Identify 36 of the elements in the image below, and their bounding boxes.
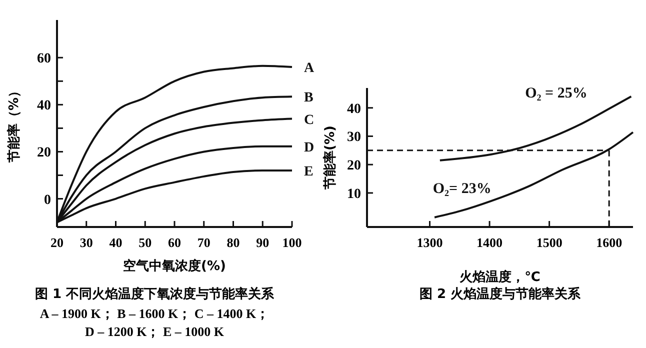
series-label: A <box>304 61 315 76</box>
x-tick-label: 40 <box>109 235 122 250</box>
x-tick-label: 30 <box>80 235 93 250</box>
y-axis-title: 节能率(%) <box>322 126 338 190</box>
text: 图 2 火焰温度与节能率关系 <box>419 286 582 302</box>
y-tick-label: 40 <box>347 102 361 117</box>
x-tick-label: 80 <box>226 235 240 250</box>
series-label: O₂ = 25% <box>525 86 588 102</box>
series-label: B <box>304 90 314 106</box>
y-tick-label: 20 <box>37 146 51 161</box>
x-tick-label: 100 <box>282 235 302 250</box>
x-tick-label: 70 <box>197 235 210 250</box>
text: 图 1 不同火焰温度下氧浓度与节能率关系 <box>34 286 276 302</box>
text: A – 1900 K； B – 1600 K； C – 1400 K； <box>40 306 270 321</box>
series-label: O₂= 23% <box>432 180 492 197</box>
series-label: C <box>304 112 314 128</box>
x-tick-label: 1400 <box>476 235 503 250</box>
y-tick-label: 40 <box>37 98 51 114</box>
series-label: D <box>304 140 314 156</box>
series-label: E <box>304 164 314 180</box>
x-axis-title: 火焰温度，℃ <box>458 269 540 285</box>
y-axis-title: 节能率（%） <box>6 84 22 164</box>
y-tick-label: 30 <box>347 130 361 146</box>
x-axis-title: 空气中氧浓度(%) <box>123 258 226 274</box>
x-tick-label: 1600 <box>596 235 622 250</box>
x-tick-label: 60 <box>168 235 181 250</box>
y-tick-label: 10 <box>347 186 361 202</box>
x-tick-label: 90 <box>256 235 270 250</box>
x-tick-label: 1500 <box>536 235 562 250</box>
y-tick-label: 0 <box>44 192 51 208</box>
x-tick-label: 50 <box>138 235 152 250</box>
y-tick-label: 60 <box>37 52 51 67</box>
text: D – 1200 K； E – 1000 K <box>84 324 225 339</box>
x-tick-label: 20 <box>50 235 64 250</box>
x-tick-label: 1300 <box>416 235 443 250</box>
y-tick-label: 20 <box>347 158 361 174</box>
